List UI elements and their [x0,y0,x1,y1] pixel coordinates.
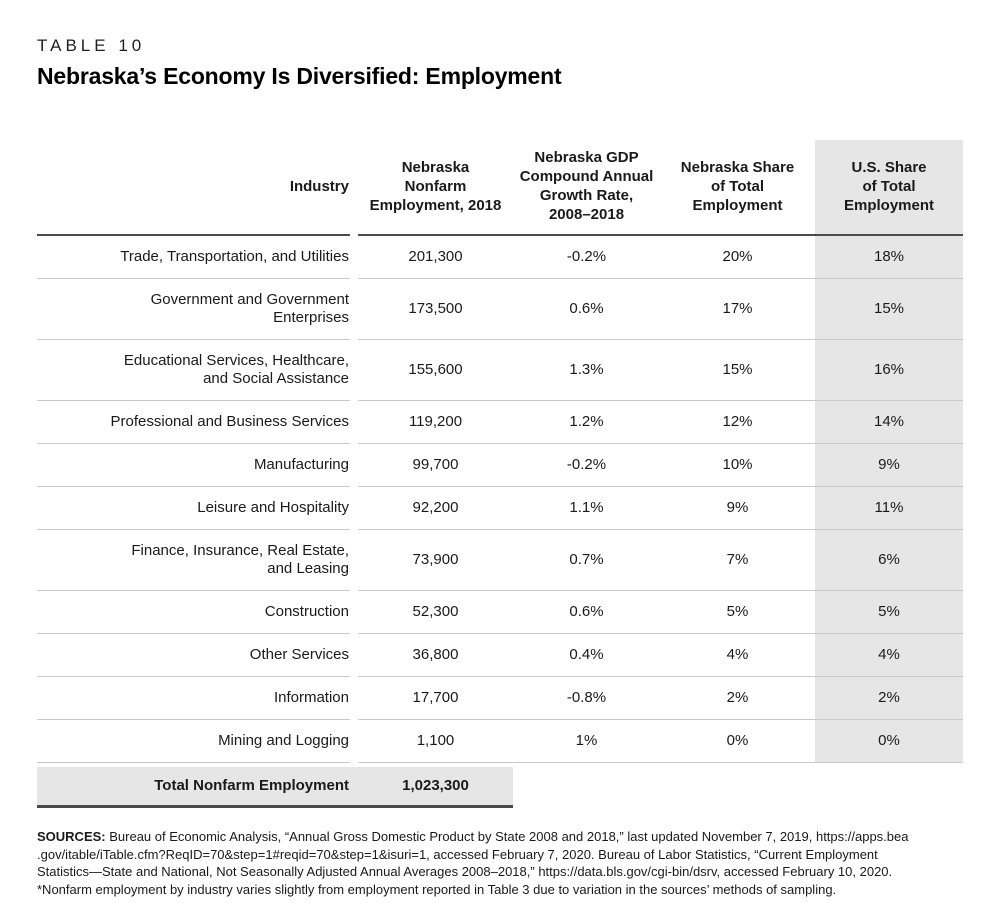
column-header-nebraska-share: Nebraska Share of Total Employment [660,140,815,236]
total-row-blank [513,763,963,808]
nebraska-share-cell: 9% [660,487,815,530]
nonfarm-employment-cell: 99,700 [358,444,513,487]
table-row: Construction 52,300 0.6% 5% 5% [37,591,963,634]
nebraska-share-cell: 5% [660,591,815,634]
nebraska-share-cell: 7% [660,530,815,591]
nonfarm-employment-cell: 52,300 [358,591,513,634]
table-row: Finance, Insurance, Real Estate, and Lea… [37,530,963,591]
nebraska-share-cell: 0% [660,720,815,763]
table-row: Government and Government Enterprises 17… [37,279,963,340]
nonfarm-employment-cell: 1,100 [358,720,513,763]
nonfarm-employment-cell: 155,600 [358,340,513,401]
total-row-label: Total Nonfarm Employment [37,763,350,808]
row-gap [350,236,358,279]
industry-cell: Professional and Business Services [37,401,350,444]
row-gap [350,677,358,720]
nonfarm-employment-cell: 173,500 [358,279,513,340]
gdp-growth-cell: 0.6% [513,279,660,340]
sampling-note: *Nonfarm employment by industry varies s… [37,881,837,897]
total-row: Total Nonfarm Employment 1,023,300 [37,763,963,808]
gdp-growth-cell: 1% [513,720,660,763]
employment-table: Industry Nebraska Nonfarm Employment, 20… [37,140,963,808]
us-share-cell: 16% [815,340,963,401]
table-row: Information 17,700 -0.8% 2% 2% [37,677,963,720]
row-gap [350,634,358,677]
gdp-growth-cell: 0.6% [513,591,660,634]
industry-cell: Information [37,677,350,720]
table-number-label: TABLE 10 [37,36,146,55]
table-row: Professional and Business Services 119,2… [37,401,963,444]
gdp-growth-cell: -0.2% [513,444,660,487]
column-header-nonfarm-employment: Nebraska Nonfarm Employment, 2018 [358,140,513,236]
footnote-block: SOURCES: Bureau of Economic Analysis, “A… [37,828,982,898]
header-row: Industry Nebraska Nonfarm Employment, 20… [37,140,963,236]
nonfarm-employment-cell: 36,800 [358,634,513,677]
industry-cell: Other Services [37,634,350,677]
us-share-cell: 11% [815,487,963,530]
gdp-growth-cell: 0.4% [513,634,660,677]
table-row: Trade, Transportation, and Utilities 201… [37,236,963,279]
row-gap [350,487,358,530]
gdp-growth-cell: 0.7% [513,530,660,591]
industry-cell: Trade, Transportation, and Utilities [37,236,350,279]
us-share-cell: 9% [815,444,963,487]
nonfarm-employment-cell: 17,700 [358,677,513,720]
gdp-growth-cell: 1.1% [513,487,660,530]
table-row: Mining and Logging 1,100 1% 0% 0% [37,720,963,763]
us-share-cell: 5% [815,591,963,634]
row-gap [350,340,358,401]
industry-cell: Construction [37,591,350,634]
us-share-cell: 15% [815,279,963,340]
table-row: Manufacturing 99,700 -0.2% 10% 9% [37,444,963,487]
nebraska-share-cell: 4% [660,634,815,677]
industry-cell: Educational Services, Healthcare, and So… [37,340,350,401]
nonfarm-employment-cell: 73,900 [358,530,513,591]
page-title: Nebraska’s Economy Is Diversified: Emplo… [37,63,562,89]
gdp-growth-cell: -0.8% [513,677,660,720]
industry-cell: Manufacturing [37,444,350,487]
industry-cell: Leisure and Hospitality [37,487,350,530]
row-gap [350,591,358,634]
table-row: Other Services 36,800 0.4% 4% 4% [37,634,963,677]
nonfarm-employment-cell: 201,300 [358,236,513,279]
nebraska-share-cell: 20% [660,236,815,279]
table-body: Trade, Transportation, and Utilities 201… [37,236,963,763]
nonfarm-employment-cell: 92,200 [358,487,513,530]
sources-label: SOURCES: [37,829,106,844]
column-header-gdp-growth-rate: Nebraska GDP Compound Annual Growth Rate… [513,140,660,236]
nebraska-share-cell: 12% [660,401,815,444]
us-share-cell: 0% [815,720,963,763]
nebraska-share-cell: 10% [660,444,815,487]
sources-paragraph: SOURCES: Bureau of Economic Analysis, “A… [37,828,982,881]
nonfarm-employment-cell: 119,200 [358,401,513,444]
nebraska-share-cell: 17% [660,279,815,340]
us-share-cell: 18% [815,236,963,279]
column-gap [350,140,358,236]
us-share-cell: 4% [815,634,963,677]
industry-cell: Mining and Logging [37,720,350,763]
sources-text: Bureau of Economic Analysis, “Annual Gro… [37,829,909,879]
row-gap [350,444,358,487]
gdp-growth-cell: 1.3% [513,340,660,401]
row-gap [350,720,358,763]
total-row-value: 1,023,300 [358,763,513,808]
table-row: Educational Services, Healthcare, and So… [37,340,963,401]
gdp-growth-cell: -0.2% [513,236,660,279]
column-header-industry: Industry [37,140,350,236]
us-share-cell: 6% [815,530,963,591]
row-gap [350,530,358,591]
row-gap [350,401,358,444]
us-share-cell: 14% [815,401,963,444]
nebraska-share-cell: 15% [660,340,815,401]
table-row: Leisure and Hospitality 92,200 1.1% 9% 1… [37,487,963,530]
row-gap [350,279,358,340]
nebraska-share-cell: 2% [660,677,815,720]
gdp-growth-cell: 1.2% [513,401,660,444]
column-header-us-share: U.S. Share of Total Employment [815,140,963,236]
us-share-cell: 2% [815,677,963,720]
total-row-gap [350,763,358,808]
industry-cell: Finance, Insurance, Real Estate, and Lea… [37,530,350,591]
industry-cell: Government and Government Enterprises [37,279,350,340]
